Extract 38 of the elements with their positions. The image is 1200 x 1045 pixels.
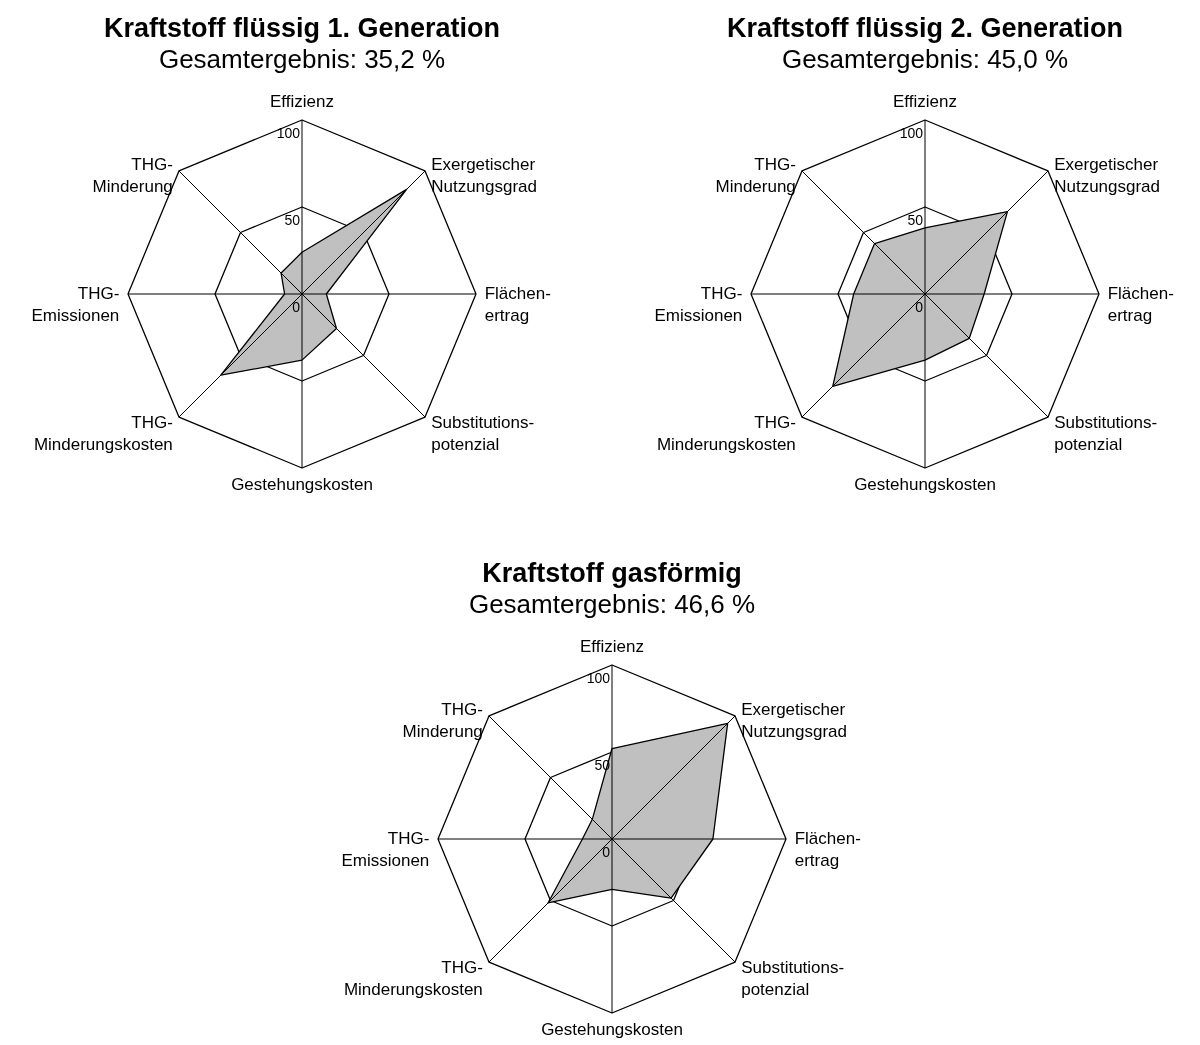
spoke-label: Flächen- ertrag — [1107, 284, 1174, 325]
spoke-label: THG- Emissionen — [31, 284, 120, 325]
y-tick-label: 50 — [284, 212, 301, 228]
spoke-label: Gestehungskosten — [541, 1019, 683, 1039]
y-tick-label: 50 — [907, 212, 924, 228]
chart-title: Kraftstoff gasförmig — [482, 558, 742, 589]
spoke-label: Exergetischer Nutzungsgrad — [431, 154, 538, 196]
y-tick-label: 0 — [602, 844, 611, 860]
spoke-label: Flächen- ertrag — [794, 829, 861, 870]
spoke-label: Exergetischer Nutzungsgrad — [741, 699, 848, 741]
y-tick-label: 100 — [586, 670, 611, 686]
spoke-label: THG- Minderung — [92, 154, 173, 196]
y-tick-label: 100 — [276, 125, 301, 141]
spoke-label: THG- Minderung — [402, 699, 483, 741]
spoke-label: Substitutions- potenzial — [741, 958, 845, 1000]
spoke-label: Gestehungskosten — [854, 474, 996, 494]
chart-subtitle: Gesamtergebnis: 35,2 % — [158, 44, 446, 75]
spoke-label: Substitutions- potenzial — [431, 413, 535, 455]
y-tick-label: 0 — [915, 299, 924, 315]
spoke-label: THG- Minderung — [715, 154, 796, 196]
spoke-label: Effizienz — [580, 637, 644, 657]
spoke-label: THG- Minderungskosten — [33, 413, 173, 455]
chart-subtitle: Gesamtergebnis: 45,0 % — [781, 44, 1069, 75]
chart-title: Kraftstoff flüssig 1. Generation — [103, 13, 501, 44]
y-tick-label: 100 — [899, 125, 924, 141]
spoke-label: THG- Emissionen — [654, 284, 743, 325]
spoke-label: Effizienz — [893, 92, 957, 112]
spoke-label: THG- Emissionen — [341, 829, 430, 870]
chart-title: Kraftstoff flüssig 2. Generation — [726, 13, 1124, 44]
spoke-label: Substitutions- potenzial — [1054, 413, 1158, 455]
y-tick-label: 0 — [292, 299, 301, 315]
spoke-label: Gestehungskosten — [231, 474, 373, 494]
spoke-label: THG- Minderungskosten — [343, 958, 483, 1000]
spoke-label: THG- Minderungskosten — [656, 413, 796, 455]
spoke-label: Exergetischer Nutzungsgrad — [1054, 154, 1161, 196]
spoke-label: Effizienz — [270, 92, 334, 112]
chart-subtitle: Gesamtergebnis: 46,6 % — [468, 589, 756, 620]
spoke-label: Flächen- ertrag — [484, 284, 551, 325]
